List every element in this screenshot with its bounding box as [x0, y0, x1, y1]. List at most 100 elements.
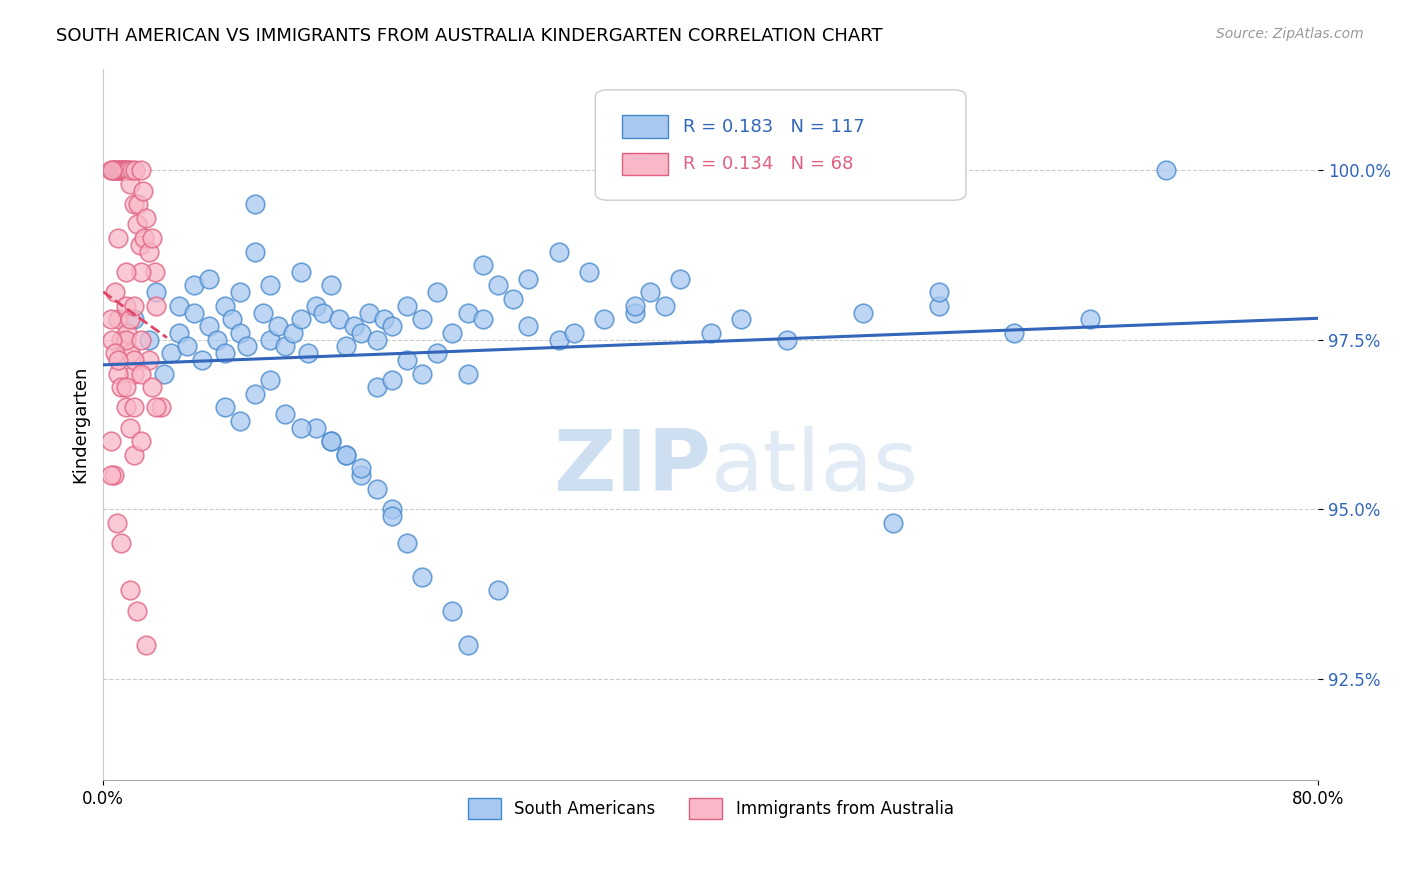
Point	[350, 468, 373, 483]
Point	[112, 163, 135, 178]
Point	[117, 326, 139, 340]
Point	[395, 353, 418, 368]
Point	[411, 570, 433, 584]
Point	[125, 604, 148, 618]
Point	[135, 211, 157, 225]
Text: atlas: atlas	[710, 425, 918, 508]
Point	[205, 333, 228, 347]
Point	[115, 299, 138, 313]
Point	[623, 299, 645, 313]
Point	[381, 508, 404, 523]
Point	[135, 638, 157, 652]
Point	[319, 278, 342, 293]
Point	[138, 353, 160, 368]
Point	[775, 333, 797, 347]
Point	[471, 258, 494, 272]
Point	[312, 305, 335, 319]
Point	[669, 271, 692, 285]
Point	[214, 401, 236, 415]
Text: R = 0.134   N = 68: R = 0.134 N = 68	[683, 155, 853, 173]
Text: Source: ZipAtlas.com: Source: ZipAtlas.com	[1216, 27, 1364, 41]
Point	[141, 380, 163, 394]
Point	[149, 401, 172, 415]
Point	[120, 346, 142, 360]
Point	[1156, 163, 1178, 178]
Point	[100, 434, 122, 449]
Point	[928, 285, 950, 300]
Point	[198, 271, 221, 285]
Point	[457, 305, 479, 319]
Point	[699, 326, 721, 340]
Point	[110, 380, 132, 394]
Point	[297, 346, 319, 360]
Point	[578, 265, 600, 279]
Point	[457, 367, 479, 381]
Point	[259, 278, 281, 293]
Point	[274, 407, 297, 421]
Point	[638, 285, 661, 300]
Legend: South Americans, Immigrants from Australia: South Americans, Immigrants from Austral…	[461, 792, 960, 825]
Point	[120, 177, 142, 191]
Point	[153, 367, 176, 381]
Point	[229, 326, 252, 340]
Point	[366, 482, 388, 496]
Point	[107, 353, 129, 368]
Point	[115, 163, 138, 178]
Point	[1080, 312, 1102, 326]
Point	[122, 312, 145, 326]
Point	[229, 414, 252, 428]
Point	[343, 319, 366, 334]
Point	[243, 197, 266, 211]
Point	[426, 346, 449, 360]
Point	[335, 448, 357, 462]
Point	[290, 312, 312, 326]
Point	[176, 339, 198, 353]
Point	[141, 231, 163, 245]
Point	[145, 299, 167, 313]
Point	[328, 312, 350, 326]
Bar	[621, 153, 668, 176]
Point	[120, 583, 142, 598]
Point	[517, 271, 540, 285]
Point	[100, 312, 122, 326]
Text: ZIP: ZIP	[553, 425, 710, 508]
Point	[243, 387, 266, 401]
Point	[107, 312, 129, 326]
Bar	[621, 115, 668, 138]
Point	[104, 163, 127, 178]
Point	[107, 231, 129, 245]
Point	[471, 312, 494, 326]
Point	[486, 278, 509, 293]
Point	[623, 305, 645, 319]
Point	[852, 305, 875, 319]
Point	[122, 367, 145, 381]
Point	[191, 353, 214, 368]
Point	[104, 285, 127, 300]
Point	[441, 326, 464, 340]
Point	[305, 421, 328, 435]
Point	[111, 163, 134, 178]
Point	[122, 353, 145, 368]
Point	[167, 326, 190, 340]
Point	[110, 536, 132, 550]
Point	[350, 461, 373, 475]
Point	[129, 265, 152, 279]
Point	[214, 299, 236, 313]
Point	[122, 401, 145, 415]
Point	[145, 401, 167, 415]
Point	[117, 163, 139, 178]
Point	[115, 380, 138, 394]
Point	[411, 367, 433, 381]
Point	[1004, 326, 1026, 340]
Point	[129, 434, 152, 449]
Point	[125, 218, 148, 232]
Point	[101, 163, 124, 178]
Point	[100, 468, 122, 483]
Point	[145, 285, 167, 300]
Point	[319, 434, 342, 449]
Point	[124, 163, 146, 178]
Point	[381, 319, 404, 334]
Point	[129, 367, 152, 381]
Point	[517, 319, 540, 334]
Point	[120, 312, 142, 326]
